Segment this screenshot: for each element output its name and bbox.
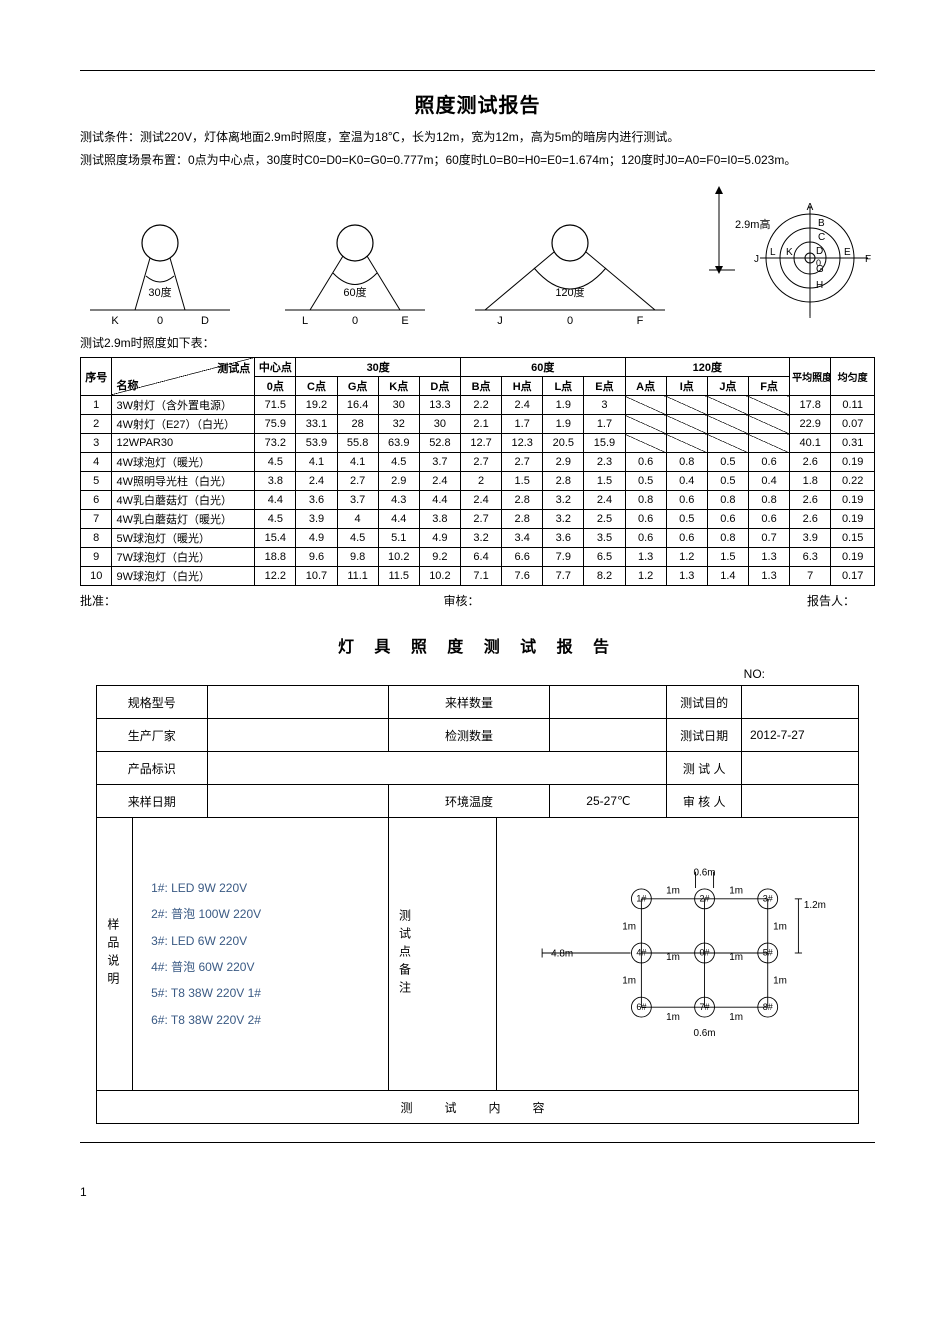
table-row: 64W乳白蘑菇灯（白光）4.43.63.74.34.42.42.83.22.40… [81, 491, 875, 510]
cone-30-diagram: 30度 K 0 D [80, 218, 240, 328]
svg-text:1m: 1m [729, 1011, 743, 1022]
svg-text:B: B [818, 218, 825, 229]
layout-line: 测试照度场景布置：0点为中心点，30度时C0=D0=K0=G0=0.777m；6… [80, 151, 875, 168]
svg-text:I: I [809, 310, 812, 321]
svg-text:1.2m: 1.2m [804, 899, 826, 910]
signature-row: 批准： 审核： 报告人： [80, 592, 875, 609]
lamp-form-table: 规格型号 来样数量 测试目的 生产厂家 检测数量 测试日期2012-7-27 产… [96, 685, 859, 1124]
list-item: 4#: 普泡 60W 220V [151, 954, 369, 980]
table-row: 74W乳白蘑菇灯（暖光）4.53.944.43.82.72.83.22.50.6… [81, 510, 875, 529]
list-item: 5#: T8 38W 220V 1# [151, 980, 369, 1006]
svg-text:30度: 30度 [148, 285, 171, 299]
svg-text:1m: 1m [666, 1011, 680, 1022]
svg-text:1#: 1# [636, 893, 646, 903]
svg-text:8#: 8# [763, 1001, 773, 1011]
svg-text:7#: 7# [700, 1001, 710, 1011]
svg-text:1m: 1m [729, 885, 743, 896]
list-item: 3#: LED 6W 220V [151, 928, 369, 954]
illuminance-table: 序号 名称 测试点 中心点 30度 60度 120度 平均照度 均匀度 0点 C… [80, 357, 875, 586]
svg-text:D: D [816, 246, 823, 257]
sample-label: 样品说明 [105, 918, 122, 990]
table-row: 109W球泡灯（白光）12.210.711.111.510.27.17.67.7… [81, 567, 875, 586]
table-group-header: 序号 名称 测试点 中心点 30度 60度 120度 平均照度 均匀度 [81, 358, 875, 377]
svg-text:60度: 60度 [343, 285, 366, 299]
svg-text:A: A [807, 202, 814, 213]
no-label: NO: [80, 667, 875, 681]
plan-diagram: 2.9m高 A B C D E F G H I J K L [705, 178, 875, 328]
report2-title: 灯 具 照 度 测 试 报 告 [80, 633, 875, 657]
svg-text:C: C [818, 232, 825, 243]
svg-text:E: E [844, 247, 851, 258]
svg-text:K: K [111, 315, 119, 327]
svg-text:1m: 1m [622, 975, 636, 986]
svg-text:0: 0 [352, 315, 358, 327]
svg-text:0: 0 [567, 315, 573, 327]
svg-text:H: H [816, 280, 823, 291]
svg-text:6#: 6# [636, 1001, 646, 1011]
svg-text:1m: 1m [773, 975, 787, 986]
points-label: 测试点备注 [397, 909, 414, 999]
svg-text:L: L [770, 247, 776, 258]
svg-text:0#: 0# [700, 947, 710, 957]
table-row: 54W照明导光柱（白光）3.82.42.72.92.421.52.81.50.5… [81, 472, 875, 491]
svg-text:5#: 5# [763, 947, 773, 957]
table-row: 85W球泡灯（暖光）15.44.94.55.14.93.23.43.63.50.… [81, 529, 875, 548]
svg-text:2.9m高: 2.9m高 [735, 217, 770, 231]
table-row: 44W球泡灯（暖光）4.54.14.14.53.72.72.72.92.30.6… [81, 453, 875, 472]
cone-60-diagram: 60度 L 0 E [275, 218, 435, 328]
table-caption: 测试2.9m时照度如下表： [80, 334, 875, 351]
list-item: 6#: T8 38W 220V 2# [151, 1007, 369, 1033]
page-number: 1 [0, 1173, 945, 1199]
svg-text:J: J [754, 254, 759, 265]
test-condition-line: 测试条件：测试220V，灯体离地面2.9m时照度，室温为18℃，长为12m，宽为… [80, 128, 875, 145]
svg-text:0: 0 [816, 258, 821, 268]
table-row: 24W射灯（E27）（白光）75.933.12832302.11.71.91.7… [81, 415, 875, 434]
svg-text:K: K [786, 247, 793, 258]
approve-label: 批准： [80, 592, 116, 609]
list-item: 2#: 普泡 100W 220V [151, 901, 369, 927]
diagram-row: 30度 K 0 D 60度 L 0 E 120度 J 0 [80, 178, 875, 328]
svg-text:E: E [401, 315, 408, 327]
report-title: 照度测试报告 [80, 89, 875, 118]
svg-text:4.8m: 4.8m [551, 948, 573, 959]
svg-text:120度: 120度 [555, 285, 584, 299]
svg-text:1m: 1m [666, 952, 680, 963]
svg-text:1m: 1m [622, 921, 636, 932]
svg-text:0.6m: 0.6m [694, 1028, 716, 1039]
sample-list: 1#: LED 9W 220V2#: 普泡 100W 220V3#: LED 6… [141, 855, 379, 1053]
reporter-label: 报告人： [807, 592, 855, 609]
review-label: 审核： [443, 592, 479, 609]
svg-text:L: L [302, 315, 308, 327]
table-row: 312WPAR3073.253.955.863.952.812.712.320.… [81, 434, 875, 453]
table-row: 13W射灯（含外置电源）71.519.216.43013.32.22.41.93… [81, 396, 875, 415]
svg-text:D: D [201, 315, 209, 327]
svg-text:F: F [865, 254, 871, 265]
list-item: 1#: LED 9W 220V [151, 875, 369, 901]
svg-text:J: J [497, 315, 503, 327]
test-points-diagram: 1# 2# 3# 4# 0# 5# 6# 7# 8# 1m 1m 1m 1m 1m 1m 1m 1m 1m 1m 0.… [497, 823, 858, 1083]
svg-text:1m: 1m [773, 921, 787, 932]
cone-120-diagram: 120度 J 0 F [470, 218, 670, 328]
svg-text:0.6m: 0.6m [694, 867, 716, 878]
svg-text:F: F [637, 315, 644, 327]
svg-text:0: 0 [157, 315, 163, 327]
table-row: 97W球泡灯（白光）18.89.69.810.29.26.46.67.96.51… [81, 548, 875, 567]
svg-text:1m: 1m [729, 952, 743, 963]
svg-text:4#: 4# [636, 947, 646, 957]
svg-text:3#: 3# [763, 893, 773, 903]
svg-text:1m: 1m [666, 885, 680, 896]
svg-text:2#: 2# [700, 893, 710, 903]
